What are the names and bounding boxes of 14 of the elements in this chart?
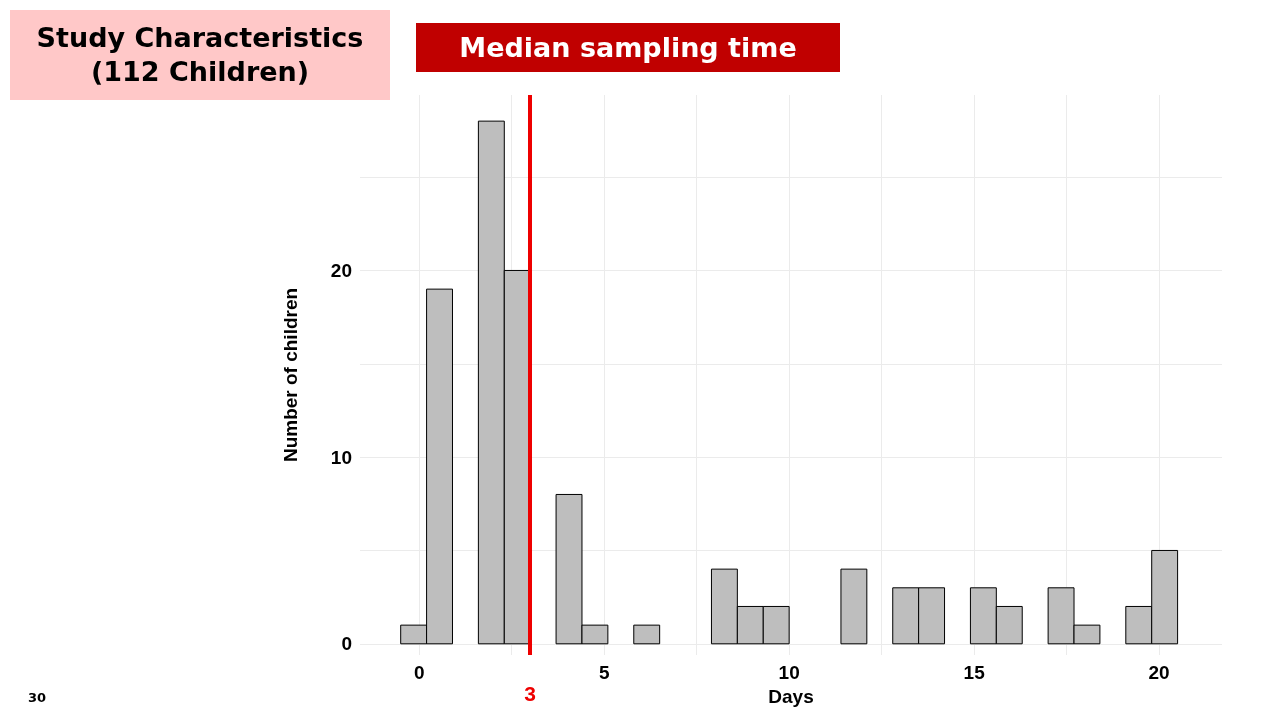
y-tick-label: 10 xyxy=(330,446,352,468)
x-tick-label: 5 xyxy=(598,662,610,683)
chart-title: Study Characteristics (112 Children) xyxy=(10,10,390,100)
chart-subtitle: Median sampling time xyxy=(416,23,840,72)
ref-line-label: 3 xyxy=(524,682,537,705)
y-tick-label: 0 xyxy=(341,633,352,655)
x-tick-label: 0 xyxy=(413,662,425,683)
y-tick-label: 20 xyxy=(330,259,352,281)
text: 30 xyxy=(28,690,47,705)
x-tick-label: 20 xyxy=(1148,662,1170,683)
x-axis-title: Days xyxy=(768,685,814,707)
y-axis-title: Number of children xyxy=(280,287,301,463)
x-tick-label: 15 xyxy=(963,662,986,683)
x-tick-label: 10 xyxy=(778,662,800,683)
